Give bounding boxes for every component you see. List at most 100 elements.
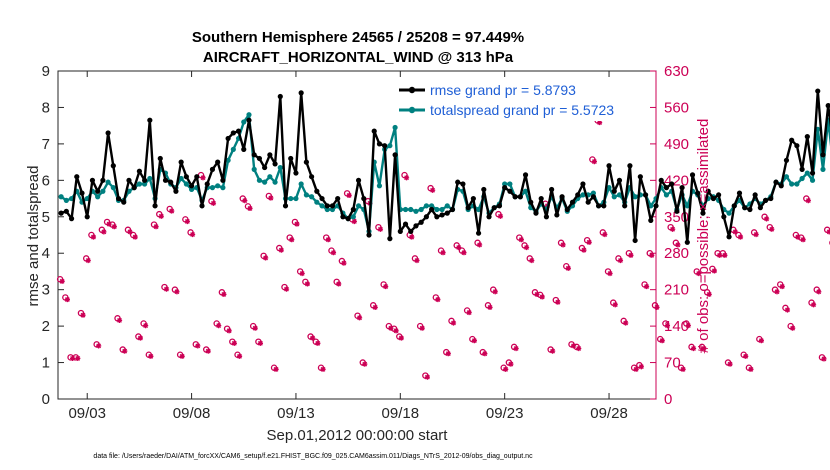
totalspread-point <box>230 146 236 152</box>
rmse-point <box>215 159 221 165</box>
totalspread-point <box>794 181 800 187</box>
totalspread-point <box>183 181 189 187</box>
obs-possible-marker <box>239 195 247 202</box>
rmse-point <box>596 203 602 209</box>
rmse-point <box>736 190 743 196</box>
rmse-point <box>402 221 409 227</box>
obs-possible-marker <box>489 286 497 293</box>
rmse-point <box>298 90 304 96</box>
legend-rmse-label: rmse grand pr = 5.8793 <box>430 82 576 98</box>
y-right-tick-label: 210 <box>664 282 689 299</box>
totalspread-point <box>684 203 690 209</box>
obs-possible-marker <box>510 343 518 351</box>
rmse-point <box>63 208 69 214</box>
rmse-point <box>809 170 816 176</box>
obs-possible-marker <box>458 247 466 254</box>
obs-possible-marker <box>750 229 758 236</box>
rmse-point <box>768 195 774 202</box>
rmse-point <box>580 181 586 187</box>
obs-possible-marker <box>536 291 544 299</box>
totalspread-point <box>324 206 330 213</box>
obs-possible-marker <box>766 223 774 231</box>
y-left-tick-label: 2 <box>42 318 50 335</box>
obs-possible-marker <box>323 234 330 241</box>
chart-subtitle: AIRCRAFT_HORIZONTAL_WIND @ 313 hPa <box>203 49 514 66</box>
rmse-point <box>820 152 826 158</box>
rmse-point <box>695 190 701 196</box>
y-right-tick-label: 0 <box>664 391 672 408</box>
obs-possible-marker <box>479 348 487 356</box>
obs-possible-marker <box>484 302 492 309</box>
totalspread-point <box>783 174 790 180</box>
obs-possible-marker <box>641 281 648 288</box>
rmse-point <box>293 170 299 176</box>
obs-possible-marker <box>249 322 257 330</box>
obs-possible-marker <box>547 346 554 353</box>
obs-possible-marker <box>615 255 622 262</box>
obs-possible-marker <box>223 325 231 332</box>
totalspread-point <box>809 177 816 183</box>
obs-possible-marker <box>604 268 612 275</box>
rmse-point <box>674 208 680 214</box>
rmse-point <box>569 199 576 205</box>
rmse-point <box>554 212 560 218</box>
obs-assimilated-marker <box>403 175 410 181</box>
rmse-point <box>408 228 414 234</box>
rmse-point <box>340 214 346 220</box>
obs-possible-marker <box>792 231 800 239</box>
obs-possible-marker <box>82 255 90 262</box>
rmse-point <box>455 179 461 185</box>
obs-possible-marker <box>427 184 434 192</box>
obs-possible-marker <box>411 255 419 262</box>
obs-possible-marker <box>646 249 654 257</box>
rmse-point <box>282 203 289 209</box>
legend-spread-label: totalspread grand pr = 5.5723 <box>430 102 614 118</box>
totalspread-point <box>423 203 430 209</box>
rmse-point <box>804 134 810 140</box>
obs-possible-marker <box>302 278 309 286</box>
totalspread-point <box>444 203 450 209</box>
x-tick-label: 09/18 <box>382 405 420 422</box>
rmse-point <box>642 192 649 198</box>
totalspread-point <box>392 124 398 131</box>
totalspread-point <box>288 195 294 202</box>
y-right-tick-label: 280 <box>664 245 689 262</box>
totalspread-point <box>408 206 414 213</box>
obs-possible-marker <box>474 239 481 247</box>
rmse-point <box>575 192 581 198</box>
totalspread-point <box>507 181 513 187</box>
totalspread-point <box>632 194 638 200</box>
rmse-point <box>303 159 309 165</box>
obs-possible-marker <box>521 242 528 249</box>
obs-possible-marker <box>505 359 513 366</box>
legend-box <box>396 81 646 121</box>
obs-possible-marker <box>359 359 367 366</box>
totalspread-point <box>804 170 810 176</box>
obs-possible-marker <box>72 354 80 361</box>
totalspread-point <box>110 185 116 191</box>
rmse-point <box>115 195 122 202</box>
legend-rmse-marker <box>408 86 416 94</box>
obs-possible-marker <box>797 234 805 241</box>
totalspread-point <box>319 203 325 209</box>
totalspread-point <box>522 188 529 194</box>
rmse-point <box>230 130 236 136</box>
rmse-point <box>726 234 732 240</box>
y-right-tick-label: 140 <box>664 318 689 335</box>
legend-spread-marker <box>408 106 416 114</box>
rmse-point <box>475 230 482 236</box>
obs-possible-marker <box>135 333 142 340</box>
totalspread-point <box>178 175 184 182</box>
obs-possible-marker <box>109 221 116 228</box>
obs-possible-marker <box>380 281 387 288</box>
rmse-point <box>105 130 111 136</box>
obs-possible-marker <box>776 281 784 288</box>
rmse-point <box>84 214 90 220</box>
totalspread-point <box>241 119 247 125</box>
obs-possible-marker <box>526 255 534 262</box>
x-tick-label: 09/28 <box>590 405 628 422</box>
obs-possible-marker <box>667 223 674 231</box>
y-left-tick-label: 9 <box>42 63 50 80</box>
obs-possible-marker <box>808 299 815 306</box>
